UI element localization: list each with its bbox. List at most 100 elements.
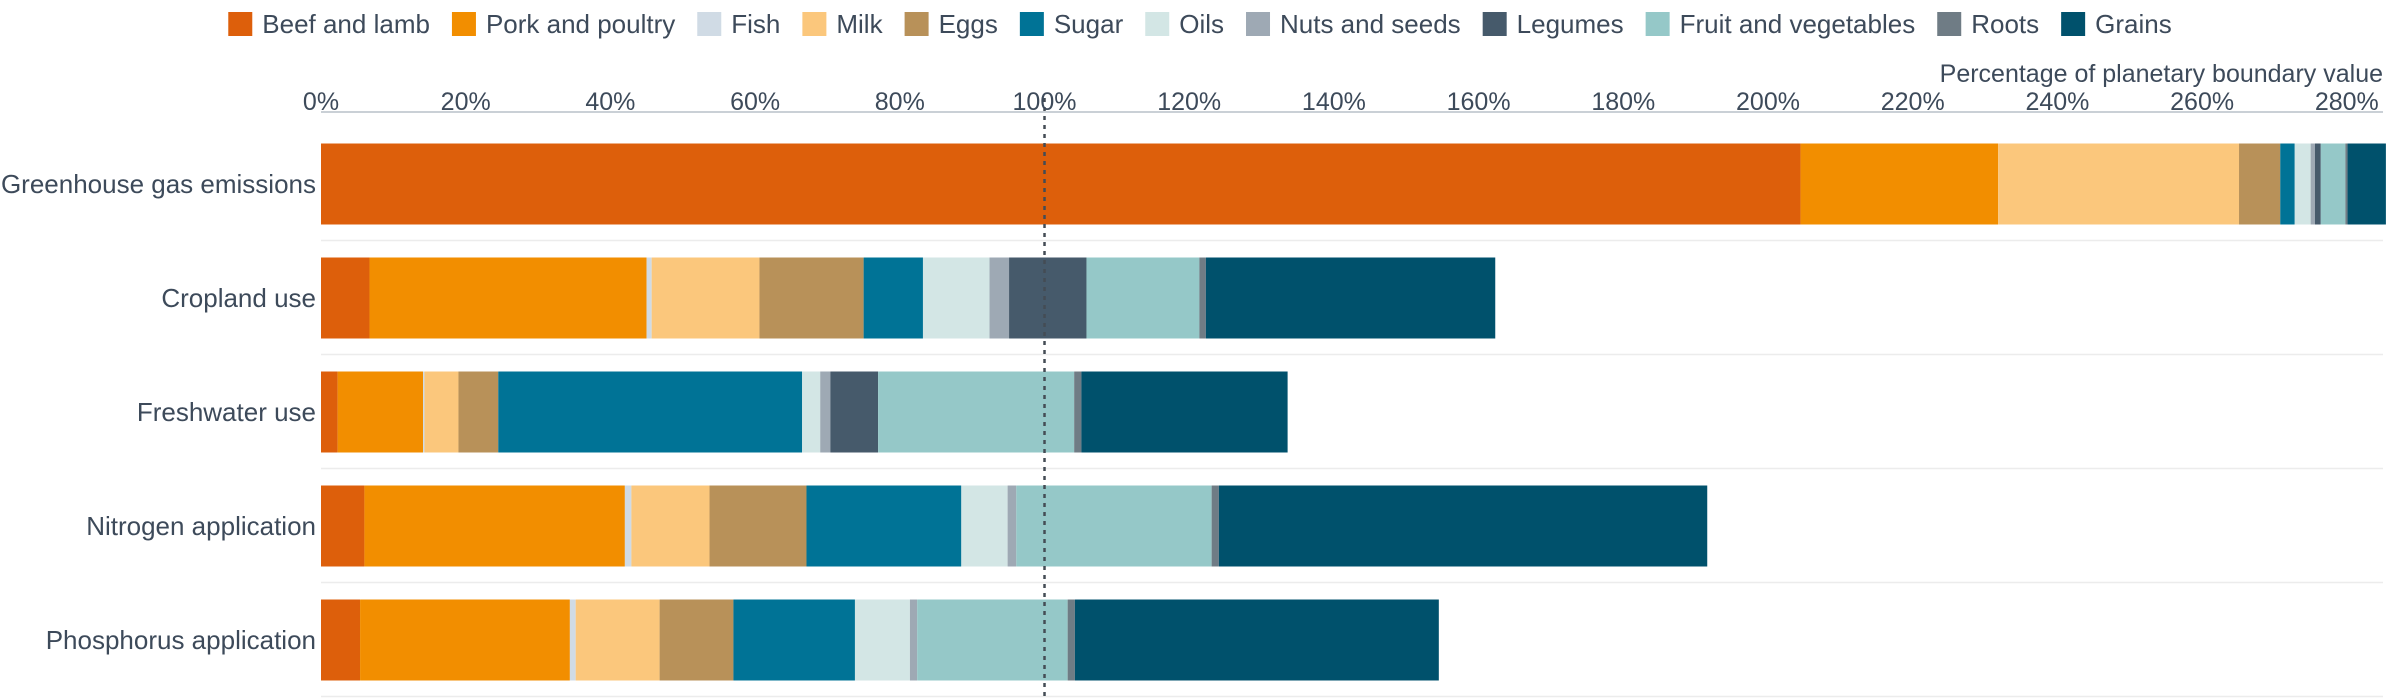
x-tick-label: 140%	[1302, 88, 1366, 116]
bar-greenhouse-gas-emissions-oils	[2294, 143, 2311, 225]
legend-item-roots: Roots	[1937, 9, 2039, 39]
bars-layer	[321, 143, 2386, 681]
legend-swatch-fruit-and-vegetables	[1645, 12, 1670, 36]
legend-label-pork-and-poultry: Pork and poultry	[486, 9, 675, 39]
legend-label-fish: Fish	[731, 9, 780, 39]
bar-greenhouse-gas-emissions-fruit-and-vegetables	[2320, 143, 2346, 225]
bar-freshwater-use-oils	[802, 371, 821, 453]
bar-phosphorus-application-nuts-and-seeds	[909, 599, 918, 681]
legend-item-fish: Fish	[697, 9, 780, 39]
bar-nitrogen-application-fruit-and-vegetables	[1016, 485, 1212, 567]
bar-phosphorus-application-grains	[1074, 599, 1439, 681]
bar-freshwater-use-pork-and-poultry	[337, 371, 424, 453]
legend-label-beef-and-lamb: Beef and lamb	[262, 9, 430, 39]
bar-freshwater-use-fruit-and-vegetables	[878, 371, 1075, 453]
x-tick-label: 220%	[1881, 88, 1945, 116]
bar-nitrogen-application-pork-and-poultry	[364, 485, 625, 567]
bar-freshwater-use-roots	[1074, 371, 1082, 453]
legend-swatch-pork-and-poultry	[451, 12, 476, 36]
x-tick-label: 160%	[1447, 88, 1511, 116]
legend-label-nuts-and-seeds: Nuts and seeds	[1280, 9, 1461, 39]
legend-swatch-roots	[1937, 12, 1962, 36]
bar-phosphorus-application-eggs	[659, 599, 734, 681]
bar-freshwater-use-nuts-and-seeds	[820, 371, 831, 453]
legend-swatch-oils	[1145, 12, 1170, 36]
bar-cropland-use-fish	[646, 257, 652, 339]
legend-item-nuts-and-seeds: Nuts and seeds	[1246, 9, 1461, 39]
bar-cropland-use-eggs	[759, 257, 864, 339]
bar-freshwater-use-eggs	[458, 371, 499, 453]
x-axis: 0% 20% 40% 60% 80% 100% 120% 140% 160% 180% 200% 22…	[303, 88, 2383, 116]
bar-cropland-use-sugar	[863, 257, 923, 339]
category-label-phosphorus-application: Phosphorus application	[46, 625, 316, 655]
bar-cropland-use-fruit-and-vegetables	[1086, 257, 1200, 339]
legend-swatch-fish	[697, 12, 722, 36]
bar-freshwater-use-fish	[423, 371, 425, 453]
bar-greenhouse-gas-emissions-pork-and-poultry	[1800, 143, 1999, 225]
bar-freshwater-use-legumes	[830, 371, 879, 453]
legend-item-pork-and-poultry: Pork and poultry	[451, 9, 675, 39]
bar-cropland-use-oils	[922, 257, 990, 339]
legend-item-milk: Milk	[802, 9, 884, 39]
bar-nitrogen-application-grains	[1218, 485, 1708, 567]
x-axis-title: Percentage of planetary boundary value	[1940, 60, 2383, 88]
legend-label-milk: Milk	[836, 9, 883, 39]
x-tick-label: 80%	[875, 88, 925, 116]
bar-greenhouse-gas-emissions-beef-and-lamb	[321, 143, 1801, 225]
legend-item-beef-and-lamb: Beef and lamb	[228, 9, 430, 39]
bar-freshwater-use-grains	[1081, 371, 1288, 453]
x-tick-label: 260%	[2170, 88, 2234, 116]
x-tick-label: 100%	[1013, 88, 1077, 116]
bar-cropland-use-beef-and-lamb	[321, 257, 370, 339]
bar-nitrogen-application-beef-and-lamb	[321, 485, 365, 567]
bar-phosphorus-application-roots	[1067, 599, 1075, 681]
bar-nitrogen-application-oils	[961, 485, 1008, 567]
category-label-nitrogen-application: Nitrogen application	[86, 511, 316, 541]
legend-swatch-sugar	[1019, 12, 1044, 36]
bar-phosphorus-application-fruit-and-vegetables	[917, 599, 1068, 681]
bar-greenhouse-gas-emissions-sugar	[2280, 143, 2295, 225]
bar-phosphorus-application-oils	[854, 599, 910, 681]
category-label-freshwater-use: Freshwater use	[137, 397, 316, 427]
legend-swatch-eggs	[904, 12, 929, 36]
legend-label-legumes: Legumes	[1517, 9, 1624, 39]
bar-phosphorus-application-milk	[575, 599, 660, 681]
legend-swatch-beef-and-lamb	[228, 12, 253, 36]
bar-greenhouse-gas-emissions-nuts-and-seeds	[2310, 143, 2315, 225]
x-tick-label: 60%	[730, 88, 780, 116]
legend-swatch-nuts-and-seeds	[1246, 12, 1271, 36]
x-tick-label: 120%	[1157, 88, 1221, 116]
x-tick-label: 40%	[585, 88, 635, 116]
bar-nitrogen-application-eggs	[709, 485, 807, 567]
legend-label-sugar: Sugar	[1054, 9, 1124, 39]
bar-greenhouse-gas-emissions-grains	[2347, 143, 2386, 225]
bar-nitrogen-application-roots	[1211, 485, 1219, 567]
bar-greenhouse-gas-emissions-legumes	[2314, 143, 2321, 225]
bar-cropland-use-nuts-and-seeds	[989, 257, 1010, 339]
bar-freshwater-use-sugar	[498, 371, 803, 453]
bar-nitrogen-application-nuts-and-seeds	[1007, 485, 1017, 567]
legend-label-oils: Oils	[1179, 9, 1224, 39]
legend-item-sugar: Sugar	[1019, 9, 1124, 39]
bar-cropland-use-milk	[651, 257, 760, 339]
bar-phosphorus-application-sugar	[733, 599, 855, 681]
legend-item-legumes: Legumes	[1482, 9, 1624, 39]
bar-cropland-use-roots	[1199, 257, 1206, 339]
x-tick-label: 20%	[441, 88, 491, 116]
legend-swatch-milk	[802, 12, 827, 36]
legend-item-fruit-and-vegetables: Fruit and vegetables	[1645, 9, 1916, 39]
legend-label-fruit-and-vegetables: Fruit and vegetables	[1680, 9, 1916, 39]
bar-phosphorus-application-beef-and-lamb	[321, 599, 361, 681]
legend-label-eggs: Eggs	[939, 9, 998, 39]
bar-nitrogen-application-milk	[631, 485, 710, 567]
x-tick-label: 200%	[1736, 88, 1800, 116]
bar-greenhouse-gas-emissions-eggs	[2239, 143, 2281, 225]
bar-cropland-use-pork-and-poultry	[369, 257, 647, 339]
x-tick-label: 180%	[1591, 88, 1655, 116]
legend-label-grains: Grains	[2095, 9, 2172, 39]
bar-phosphorus-application-fish	[569, 599, 576, 681]
legend-item-grains: Grains	[2061, 9, 2172, 39]
bar-cropland-use-grains	[1205, 257, 1496, 339]
